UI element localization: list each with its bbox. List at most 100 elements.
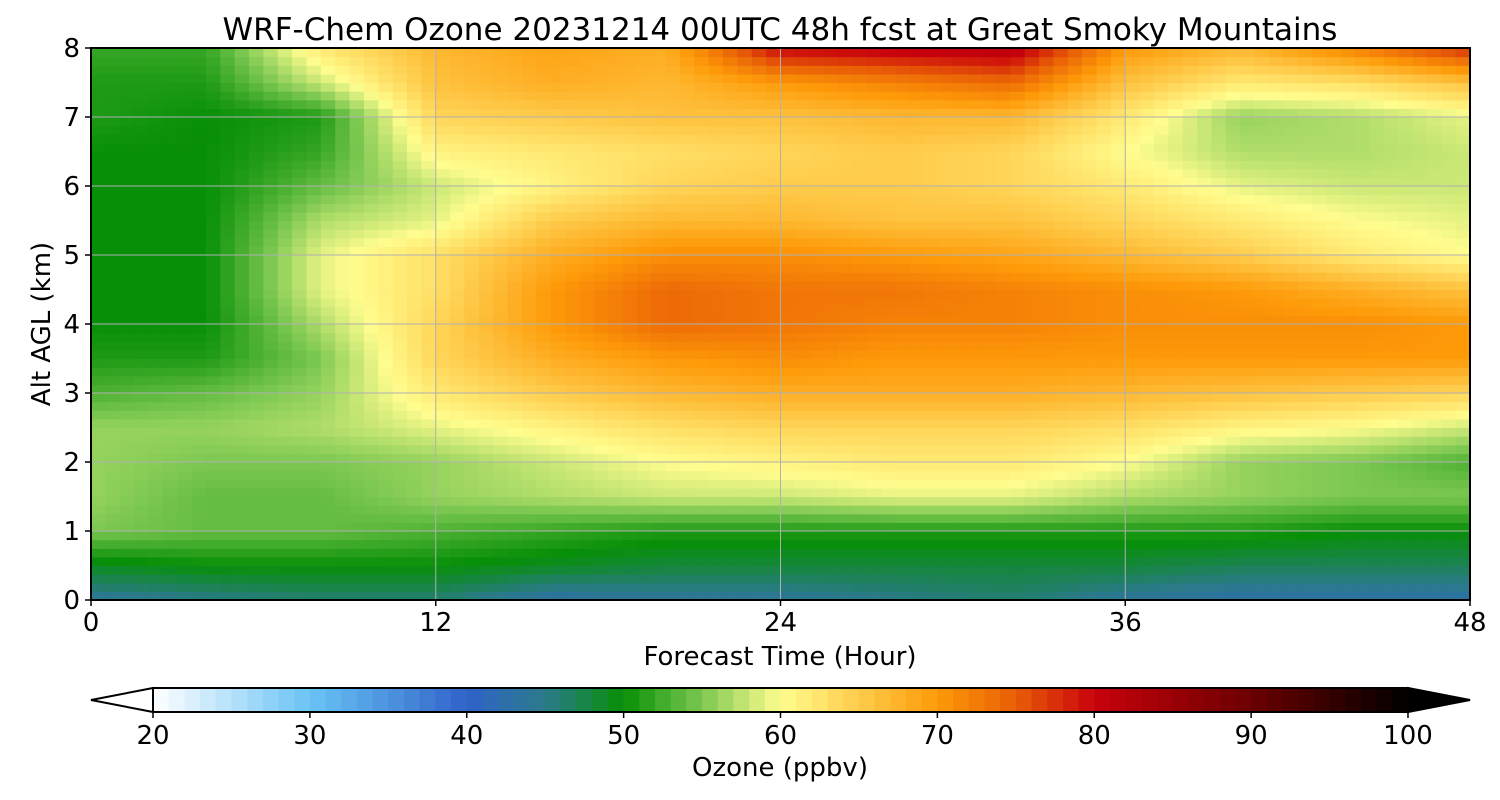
- heatmap-cell: [119, 565, 135, 575]
- heatmap-cell: [1010, 401, 1026, 411]
- heatmap-cell: [1326, 565, 1342, 575]
- heatmap-cell: [1225, 194, 1241, 204]
- heatmap-cell: [1010, 194, 1026, 204]
- heatmap-cell: [995, 375, 1011, 385]
- heatmap-cell: [1039, 513, 1055, 523]
- heatmap-cell: [191, 539, 207, 549]
- heatmap-cell: [450, 531, 466, 541]
- heatmap-cell: [881, 444, 897, 454]
- heatmap-cell: [263, 358, 279, 368]
- heatmap-cell: [1240, 479, 1256, 489]
- heatmap-cell: [1455, 487, 1470, 498]
- heatmap-cell: [162, 548, 178, 558]
- heatmap-cell: [1211, 531, 1227, 541]
- heatmap-cell: [220, 470, 236, 480]
- heatmap-cell: [679, 384, 695, 394]
- heatmap-cell: [679, 237, 695, 247]
- heatmap-cell: [306, 479, 322, 489]
- heatmap-cell: [1024, 418, 1040, 429]
- heatmap-cell: [1153, 470, 1169, 480]
- heatmap-cell: [1053, 315, 1069, 325]
- heatmap-cell: [723, 470, 738, 480]
- heatmap-cell: [995, 574, 1011, 584]
- heatmap-cell: [1168, 418, 1184, 429]
- heatmap-cell: [1125, 574, 1141, 584]
- heatmap-cell: [1297, 427, 1313, 437]
- heatmap-cell: [967, 479, 983, 489]
- heatmap-cell: [924, 220, 940, 230]
- heatmap-cell: [105, 367, 121, 377]
- heatmap-cell: [392, 229, 408, 239]
- heatmap-cell: [220, 548, 236, 558]
- heatmap-cell: [148, 255, 164, 265]
- heatmap-cell: [881, 280, 897, 291]
- heatmap-cell: [852, 496, 868, 506]
- heatmap-cell: [1455, 315, 1470, 325]
- heatmap-cell: [1082, 462, 1098, 472]
- heatmap-cell: [162, 591, 178, 600]
- heatmap-cell: [1268, 582, 1284, 592]
- heatmap-cell: [952, 211, 968, 222]
- heatmap-cell: [608, 332, 624, 342]
- heatmap-cell: [1268, 384, 1284, 394]
- heatmap-cell: [823, 574, 839, 584]
- heatmap-cell: [1082, 582, 1098, 592]
- heatmap-cell: [320, 384, 336, 394]
- heatmap-cell: [478, 298, 494, 308]
- heatmap-cell: [378, 427, 394, 437]
- heatmap-cell: [981, 246, 997, 256]
- heatmap-cell: [809, 358, 825, 368]
- heatmap-cell: [1369, 246, 1385, 256]
- heatmap-cell: [1340, 410, 1356, 420]
- heatmap-cell: [1398, 220, 1414, 230]
- heatmap-cell: [723, 513, 738, 523]
- heatmap-cell: [249, 168, 264, 178]
- heatmap-cell: [1297, 255, 1313, 265]
- heatmap-cell: [1441, 280, 1457, 291]
- heatmap-cell: [493, 410, 509, 420]
- heatmap-cell: [1297, 565, 1313, 575]
- heatmap-cell: [565, 255, 580, 265]
- heatmap-cell: [478, 574, 494, 584]
- heatmap-cell: [148, 436, 164, 446]
- heatmap-cell: [1139, 168, 1155, 178]
- heatmap-cell: [809, 220, 825, 230]
- heatmap-cell: [881, 151, 897, 161]
- heatmap-cell: [1024, 574, 1040, 584]
- heatmap-cell: [924, 548, 940, 558]
- heatmap-cell: [694, 315, 710, 325]
- heatmap-cell: [622, 444, 638, 454]
- heatmap-cell: [809, 349, 825, 360]
- heatmap-cell: [881, 211, 897, 222]
- heatmap-cell: [1297, 160, 1313, 170]
- heatmap-cell: [134, 565, 150, 575]
- heatmap-cell: [220, 237, 236, 247]
- heatmap-cell: [1182, 246, 1198, 256]
- heatmap-cell: [134, 194, 150, 204]
- heatmap-cell: [205, 203, 221, 213]
- heatmap-cell: [1110, 237, 1126, 247]
- heatmap-cell: [737, 427, 753, 437]
- heatmap-cell: [881, 315, 897, 325]
- heatmap-cell: [881, 591, 897, 600]
- heatmap-cell: [1225, 401, 1241, 411]
- heatmap-cell: [1412, 531, 1428, 541]
- heatmap-cell: [1383, 194, 1399, 204]
- heatmap-cell: [105, 505, 121, 515]
- heatmap-cell: [378, 565, 394, 575]
- heatmap-cell: [162, 332, 178, 342]
- heatmap-cell: [205, 315, 221, 325]
- heatmap-cell: [435, 289, 451, 299]
- heatmap-cell: [1340, 582, 1356, 592]
- heatmap-cell: [1326, 332, 1342, 342]
- heatmap-cell: [148, 556, 164, 567]
- heatmap-cell: [651, 574, 667, 584]
- heatmap-cell: [119, 470, 135, 480]
- heatmap-cell: [1398, 177, 1414, 187]
- heatmap-cell: [292, 436, 308, 446]
- heatmap-cell: [550, 211, 566, 222]
- heatmap-cell: [1067, 565, 1083, 575]
- heatmap-cell: [1441, 401, 1457, 411]
- heatmap-cell: [536, 375, 552, 385]
- heatmap-cell: [1067, 324, 1083, 334]
